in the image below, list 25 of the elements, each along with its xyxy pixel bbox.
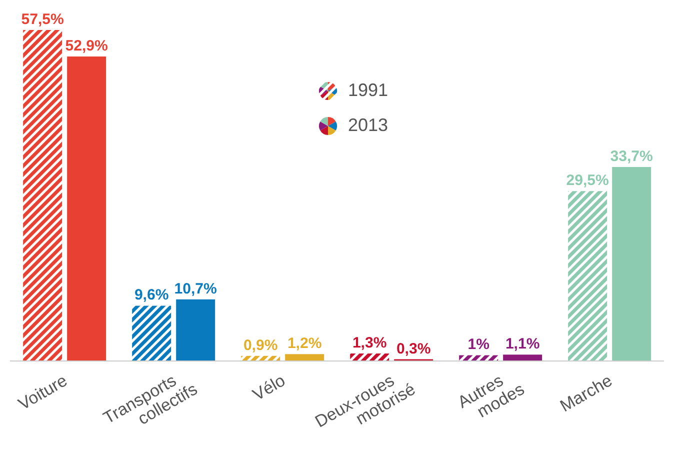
data-label: 1,2% <box>287 335 322 352</box>
data-label: 10,7% <box>174 280 217 298</box>
data-label: 1,3% <box>352 334 387 352</box>
bar <box>612 167 652 361</box>
data-label: 0,3% <box>396 340 431 358</box>
data-label: 0,9% <box>243 336 278 354</box>
bar <box>350 354 390 361</box>
data-label: 52,9% <box>65 37 108 54</box>
legend-label: 1991 <box>348 80 388 101</box>
data-label: 29,5% <box>566 172 609 190</box>
bar <box>176 299 216 361</box>
bar <box>568 191 608 361</box>
bar <box>67 56 106 361</box>
data-label: 57,5% <box>21 11 64 28</box>
data-label: 9,6% <box>134 286 169 304</box>
x-tick-label: Vélo <box>250 370 288 404</box>
bar <box>285 354 324 361</box>
data-label: 1% <box>468 336 490 354</box>
bar <box>132 306 172 361</box>
bar <box>459 355 498 361</box>
bar <box>503 354 542 361</box>
legend-label: 2013 <box>348 115 388 136</box>
data-label: 33,7% <box>610 148 653 166</box>
data-label: 1,1% <box>505 336 540 353</box>
bar <box>23 30 62 361</box>
